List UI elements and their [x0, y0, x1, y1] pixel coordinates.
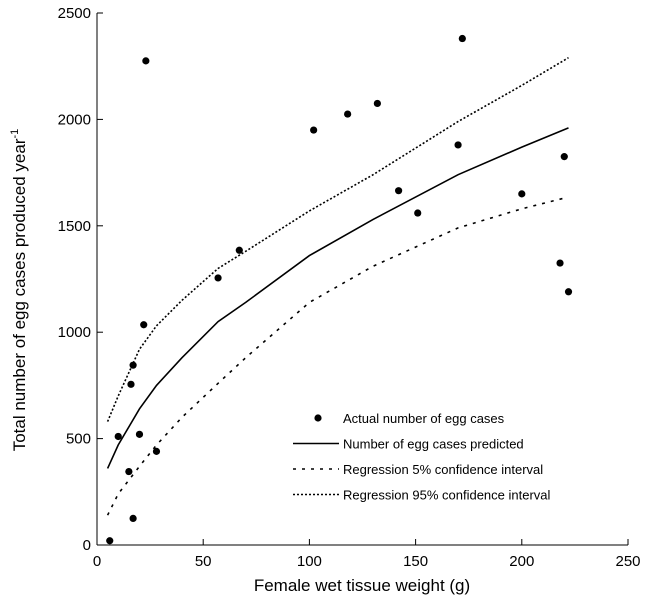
data-point — [114, 432, 122, 441]
data-point — [129, 514, 137, 523]
data-point — [458, 34, 466, 43]
x-tick-label: 50 — [195, 553, 212, 570]
y-tick-label: 0 — [83, 537, 91, 554]
y-tick-label: 2500 — [58, 5, 91, 22]
data-point — [127, 380, 135, 388]
legend-label: Number of egg cases predicted — [343, 437, 524, 452]
x-tick-label: 150 — [403, 553, 428, 570]
data-point — [142, 57, 150, 65]
data-point — [135, 430, 144, 438]
data-point — [235, 246, 243, 254]
data-line — [106, 197, 565, 516]
data-point — [556, 259, 564, 267]
data-point — [106, 537, 114, 545]
data-point — [518, 190, 526, 198]
y-tick-label: 1000 — [58, 324, 91, 341]
x-tick-label: 0 — [93, 553, 101, 570]
x-tick-label: 200 — [509, 553, 534, 570]
data-point — [454, 141, 462, 149]
x-axis-label: Female wet tissue weight (g) — [254, 576, 470, 595]
data-point — [310, 126, 318, 134]
data-point — [152, 447, 161, 455]
data-point — [214, 274, 222, 282]
y-axis-label-main: Total number of egg cases produced year — [10, 138, 29, 451]
x-tick-label: 100 — [297, 553, 322, 570]
y-tick-label: 500 — [66, 431, 91, 448]
data-point — [395, 187, 403, 195]
x-tick-label: 250 — [615, 553, 640, 570]
y-axis-label: Total number of egg cases produced year-… — [9, 129, 29, 452]
legend-label: Actual number of egg cases — [343, 411, 505, 426]
data-point — [373, 99, 381, 108]
data-point — [560, 153, 568, 161]
data-point — [414, 209, 422, 217]
legend-marker — [314, 414, 322, 422]
data-line — [106, 127, 569, 469]
data-line — [106, 57, 569, 422]
y-axis-label-sup: -1 — [9, 129, 21, 139]
legend-label: Regression 95% confidence interval — [343, 488, 551, 503]
y-tick-label: 1500 — [58, 218, 91, 235]
data-point — [125, 467, 133, 476]
data-point — [564, 288, 573, 296]
data-point — [140, 321, 148, 329]
data-point — [344, 110, 352, 118]
data-point — [129, 361, 137, 369]
legend-label: Regression 5% confidence interval — [343, 462, 543, 477]
y-tick-label: 2000 — [58, 111, 91, 128]
